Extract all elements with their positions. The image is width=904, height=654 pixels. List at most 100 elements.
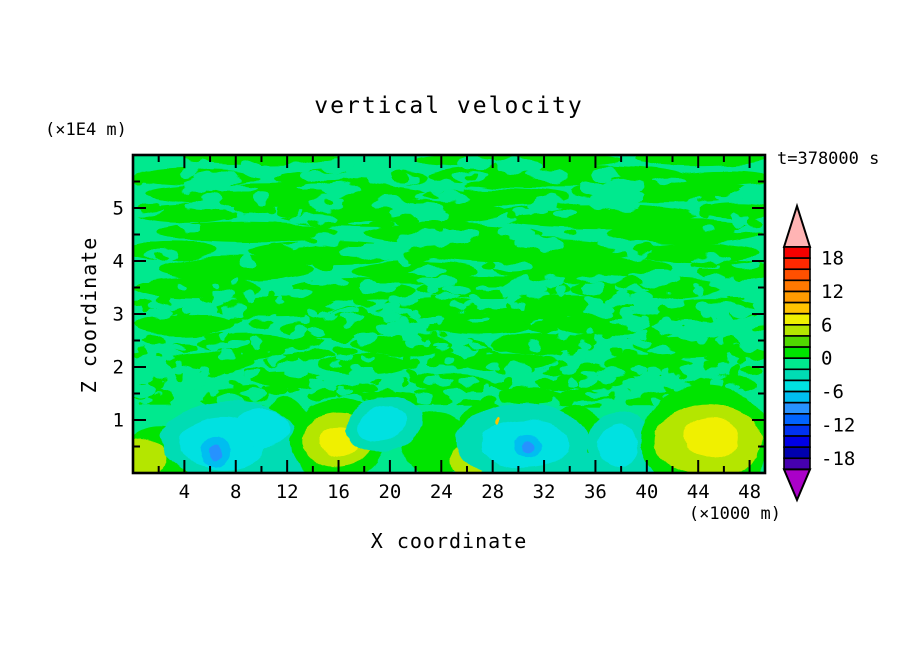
- speckle: [181, 264, 208, 271]
- speckle: [481, 260, 496, 271]
- x-tick-label: 20: [378, 481, 401, 503]
- speckle: [423, 192, 440, 200]
- speckle: [332, 362, 341, 369]
- speckle: [680, 361, 700, 373]
- speckle: [486, 365, 501, 374]
- speckle: [560, 363, 580, 376]
- speckle: [749, 323, 765, 331]
- colorbar-tick-label: -6: [821, 381, 844, 403]
- speckle: [514, 314, 539, 322]
- colorbar-segment: [783, 246, 811, 259]
- speckle: [203, 364, 236, 376]
- speckle: [416, 395, 432, 403]
- x-tick-label: 28: [481, 481, 504, 503]
- speckle: [277, 298, 285, 304]
- speckle: [630, 364, 647, 374]
- speckle: [207, 185, 258, 193]
- speckle: [390, 350, 406, 358]
- speckle: [497, 225, 535, 240]
- speckle: [133, 263, 152, 280]
- chart-title: vertical velocity: [314, 93, 583, 119]
- speckle: [558, 201, 582, 208]
- speckle: [733, 350, 754, 360]
- speckle: [250, 204, 275, 215]
- speckle: [156, 307, 173, 319]
- speckle: [586, 297, 603, 307]
- speckle: [699, 203, 714, 216]
- speckle: [429, 381, 453, 392]
- speckle: [181, 200, 232, 211]
- speckle: [396, 360, 419, 369]
- speckle: [529, 195, 567, 211]
- x-tick-label: 12: [276, 481, 299, 503]
- colorbar-segment: [783, 257, 811, 271]
- speckle: [304, 388, 316, 394]
- speckle: [576, 376, 597, 389]
- speckle: [454, 337, 474, 349]
- x-axis-title: X coordinate: [371, 529, 528, 553]
- speckle: [391, 171, 407, 182]
- speckle: [619, 308, 633, 319]
- speckle: [248, 388, 269, 400]
- speckle: [500, 376, 512, 388]
- green-streak: [608, 220, 763, 244]
- colorbar-segment: [783, 446, 811, 460]
- speckle: [155, 327, 186, 336]
- feature-layer: [133, 384, 765, 473]
- speckle: [718, 306, 747, 315]
- speckle: [450, 358, 468, 369]
- speckle: [533, 259, 551, 270]
- x-tick-label: 4: [179, 481, 190, 503]
- speckle: [133, 299, 153, 308]
- speckle: [639, 316, 649, 326]
- colorbar-segment: [783, 368, 811, 382]
- speckle: [358, 380, 369, 389]
- speckle: [690, 286, 701, 293]
- time-stamp-label: t=378000 s: [777, 149, 879, 169]
- speckle: [473, 300, 497, 311]
- speckle: [464, 316, 491, 323]
- speckle: [305, 379, 325, 387]
- speckle: [651, 178, 690, 185]
- speckle: [457, 376, 479, 386]
- speckle: [554, 283, 566, 295]
- speckle: [734, 206, 753, 218]
- speckle: [155, 369, 176, 380]
- colorbar: 18 12 6 0 -6 -12 -18: [782, 202, 855, 503]
- speckle: [588, 168, 620, 182]
- speckle: [288, 304, 300, 312]
- speckle: [505, 363, 531, 373]
- speckle: [645, 346, 674, 353]
- speckle: [405, 338, 430, 345]
- speckle: [699, 371, 723, 379]
- speckle: [371, 302, 401, 311]
- speckle: [147, 394, 168, 401]
- speckle: [704, 172, 715, 185]
- speckle: [429, 276, 459, 288]
- speckle: [300, 170, 353, 182]
- green-streak: [158, 257, 313, 281]
- speckle: [195, 171, 240, 186]
- speckle: [504, 211, 516, 221]
- speckle: [361, 353, 373, 359]
- speckle: [298, 235, 316, 243]
- speckle: [678, 330, 701, 341]
- speckle: [212, 281, 220, 290]
- speckle: [339, 313, 365, 322]
- speckle: [606, 250, 629, 261]
- y-tick-label: 5: [113, 198, 124, 220]
- speckle: [369, 220, 395, 231]
- speckle: [617, 351, 639, 366]
- speckle: [615, 277, 644, 290]
- contour-blob-sky: [208, 445, 222, 462]
- speckle: [158, 345, 186, 352]
- speckle: [743, 341, 755, 352]
- speckle: [321, 157, 353, 171]
- speckle: [331, 307, 359, 314]
- speckle: [321, 326, 353, 337]
- contour-blob-yellow: [682, 416, 740, 458]
- speckle: [350, 363, 361, 374]
- speckle: [698, 329, 718, 338]
